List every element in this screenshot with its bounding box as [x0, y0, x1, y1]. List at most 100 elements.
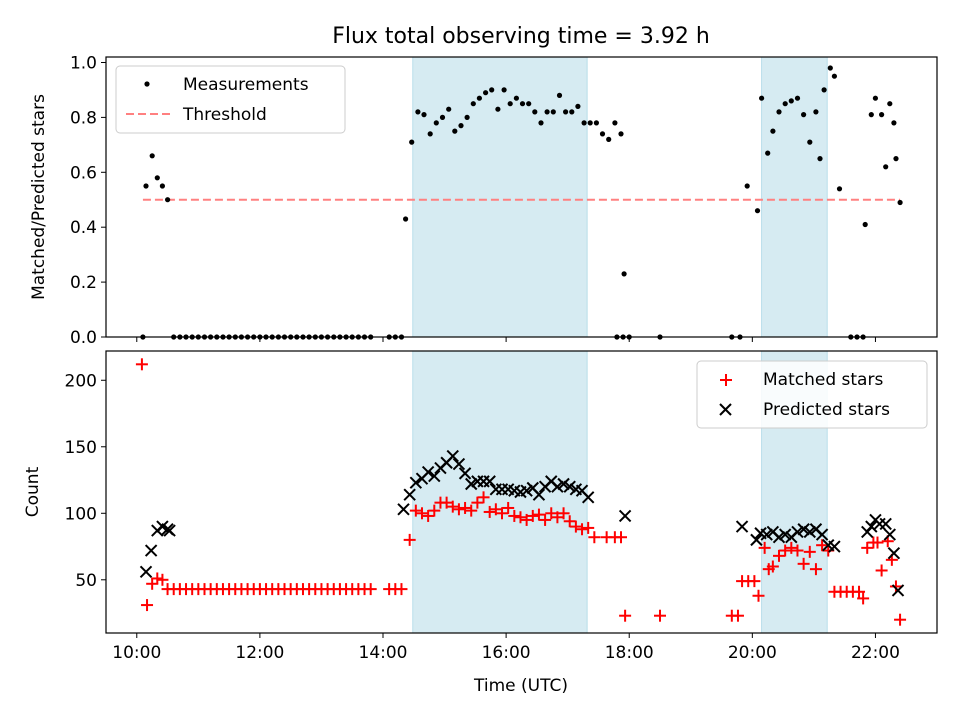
measurement-point: [575, 103, 581, 109]
measurement-point: [827, 65, 833, 71]
predicted-star-point: [873, 517, 886, 531]
bottom-axes-frame: [105, 350, 938, 634]
predicted-star-point: [452, 457, 466, 471]
matched-star-point: [403, 533, 416, 546]
measurement-point: [868, 112, 874, 118]
measurement-point: [807, 139, 813, 145]
predicted-marker-b: [465, 477, 478, 491]
measurement-point: [801, 112, 807, 118]
measurement-point: [464, 114, 470, 120]
matched-star-point: [446, 500, 459, 513]
matched-star-point: [471, 496, 484, 509]
measurement-point: [897, 199, 903, 206]
matched-star-point: [428, 504, 441, 517]
matched-star-point: [532, 508, 545, 521]
predicted-marker-b: [887, 546, 901, 560]
legend-predicted-marker: [719, 403, 732, 416]
predicted-star-point: [760, 528, 773, 541]
predicted-star-point: [772, 531, 786, 544]
measurement-point: [569, 109, 575, 115]
matched-star-point: [459, 501, 472, 514]
top-axes-frame: [105, 56, 938, 338]
matched-star-point: [569, 520, 582, 533]
predicted-star-point: [520, 484, 533, 497]
measurement-point: [599, 131, 606, 137]
predicted-star-point: [532, 488, 546, 501]
predicted-marker-b: [501, 483, 515, 496]
top-y-tick-label: 0.8: [70, 108, 97, 128]
matched-star-point: [582, 521, 595, 534]
matched-star-point: [364, 583, 377, 596]
predicted-star-point: [397, 503, 410, 516]
predicted-star-point: [446, 449, 459, 463]
measurement-point: [458, 123, 464, 129]
bottom-legend: Matched stars Predicted stars: [696, 360, 928, 429]
matched-star-point: [545, 507, 558, 520]
legend-matched-marker: [720, 374, 732, 386]
measurement-point: [776, 109, 782, 115]
measurement-point: [813, 109, 819, 115]
predicted-marker-b: [618, 509, 632, 523]
predicted-star-point: [483, 475, 496, 488]
measurement-point: [821, 87, 827, 93]
matched-star-point: [588, 531, 601, 544]
predicted-star-point: [803, 525, 816, 539]
matched-star-point: [526, 509, 539, 522]
x-tick-label: 22:00: [851, 643, 900, 663]
x-axis-label: Time (UTC): [473, 676, 568, 696]
bottom-y-tick-label: 100: [65, 504, 97, 524]
matched-star-point: [779, 544, 792, 557]
matched-star-point: [483, 505, 496, 518]
matched-star-point: [894, 613, 907, 626]
matched-star-point: [758, 541, 771, 554]
predicted-marker-b: [772, 531, 786, 544]
matched-star-point: [452, 503, 465, 516]
measurement-point: [476, 95, 482, 101]
bottom-y-tick-label: 150: [65, 438, 97, 458]
matched-star-point: [557, 507, 570, 520]
legend-measurements-marker: [144, 81, 150, 87]
predicted-stars-points: [139, 449, 905, 597]
predicted-marker-b: [545, 475, 558, 488]
measurement-point: [470, 101, 476, 107]
measurement-point: [581, 120, 587, 126]
matched-star-point: [791, 544, 804, 557]
measurement-point: [501, 87, 507, 93]
measurement-point: [770, 128, 776, 134]
top-y-tick-label: 0.6: [70, 163, 97, 183]
legend-measurements-label: Measurements: [183, 75, 309, 95]
predicted-marker-b: [156, 520, 169, 533]
measurement-point: [538, 120, 544, 126]
top-y-ticks: 0.0 0.2 0.4 0.6 0.8 1.0: [70, 53, 106, 348]
predicted-star-point: [403, 488, 416, 501]
predicted-marker-b: [569, 483, 583, 496]
predicted-marker-b: [891, 584, 905, 597]
matched-star-point: [889, 580, 902, 593]
x-tick-label: 10:00: [112, 643, 161, 663]
matched-star-point: [615, 531, 628, 544]
predicted-star-point: [815, 528, 829, 541]
measurement-point: [593, 120, 600, 126]
matched-star-point: [809, 563, 822, 576]
predicted-marker-b: [563, 480, 576, 493]
predicted-star-point: [465, 477, 478, 491]
bottom-panel: 50 100 150 200 10:00 12:00 14:00 16:00 18:00 20:…: [23, 350, 938, 696]
predicted-star-point: [144, 544, 158, 557]
predicted-marker-b: [458, 467, 472, 480]
predicted-marker-b: [809, 523, 823, 536]
measurement-point: [154, 175, 160, 181]
measurement-point: [891, 120, 897, 126]
legend-predicted-label: Predicted stars: [763, 400, 890, 420]
predicted-marker-b: [557, 477, 570, 491]
matched-star-point: [146, 577, 159, 590]
measurement-point: [836, 186, 843, 192]
predicted-marker-b: [754, 527, 767, 540]
matched-star-point: [797, 557, 810, 570]
bottom-y-tick-label: 50: [75, 571, 97, 591]
predicted-marker-b: [428, 469, 441, 483]
measurement-point: [159, 183, 165, 189]
predicted-star-point: [883, 528, 897, 541]
measurement-point: [489, 87, 495, 93]
predicted-star-point: [618, 509, 632, 523]
matched-star-point: [156, 573, 169, 586]
